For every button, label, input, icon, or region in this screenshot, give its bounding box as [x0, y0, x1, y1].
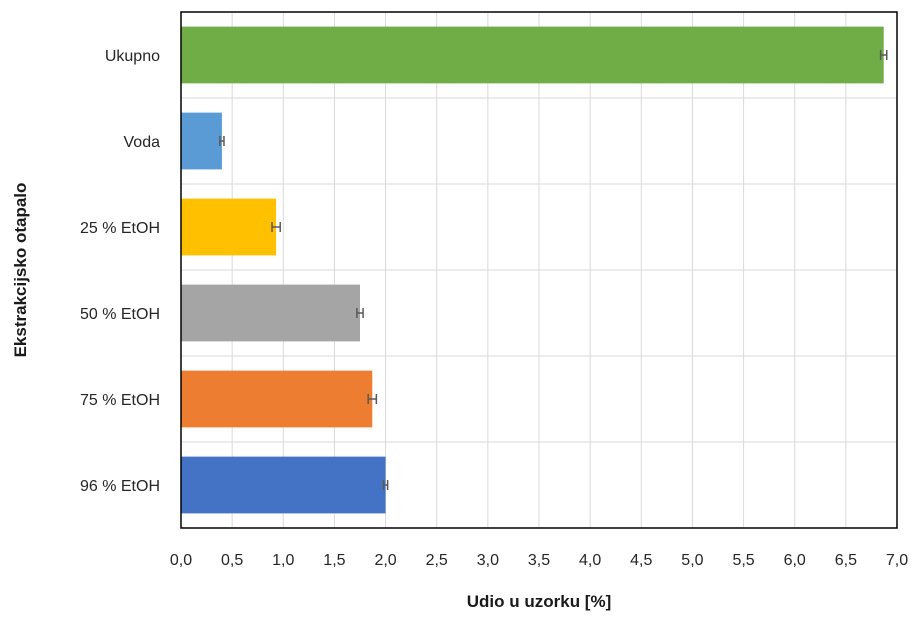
y-category-label: 25 % EtOH [80, 220, 160, 237]
x-tick-label: 0,5 [221, 552, 243, 569]
error-bar [879, 50, 888, 60]
x-tick-label: 4,0 [579, 552, 601, 569]
x-tick-label: 5,5 [732, 552, 754, 569]
plot-area-frame [180, 11, 898, 529]
x-tick-label: 7,0 [886, 552, 908, 569]
y-category-label: Ukupno [105, 48, 160, 65]
bar [181, 198, 277, 256]
x-axis-title: Udio u uzorku [%] [467, 592, 611, 611]
x-tick-label: 3,5 [528, 552, 550, 569]
y-axis-title: Ekstrakcijsko otapalo [11, 183, 30, 358]
bar [181, 456, 386, 514]
x-tick-label: 0,0 [170, 552, 192, 569]
y-category-label: 50 % EtOH [80, 306, 160, 323]
x-tick-label: 2,0 [374, 552, 396, 569]
bar [181, 284, 360, 342]
grid-lines [181, 12, 897, 528]
error-bar [367, 394, 378, 404]
error-bar [271, 222, 281, 232]
error-bar [382, 480, 389, 490]
x-tick-label: 3,0 [477, 552, 499, 569]
x-tick-label: 1,5 [323, 552, 345, 569]
y-category-label: 96 % EtOH [80, 478, 160, 495]
bars [181, 26, 884, 514]
x-tick-label: 5,0 [681, 552, 703, 569]
x-tick-label: 2,5 [426, 552, 448, 569]
error-bar [219, 136, 225, 146]
y-category-label: Voda [124, 134, 161, 151]
error-bars [219, 50, 888, 490]
x-tick-labels: 0,0 0,5 1,0 1,5 2,0 2,5 3,0 3,5 4,0 4,5 5,0 5,5 6,0 6… [170, 552, 908, 569]
bar [181, 112, 222, 170]
bar [181, 26, 884, 84]
x-tick-label: 6,0 [784, 552, 806, 569]
y-category-labels: Ukupno Voda 25 % EtOH 50 % EtOH 75 % EtOH 96 … [80, 48, 160, 495]
x-tick-label: 1,0 [272, 552, 294, 569]
x-tick-label: 4,5 [630, 552, 652, 569]
bar [181, 370, 373, 428]
error-bar [356, 308, 364, 318]
y-category-label: 75 % EtOH [80, 392, 160, 409]
x-tick-label: 6,5 [835, 552, 857, 569]
